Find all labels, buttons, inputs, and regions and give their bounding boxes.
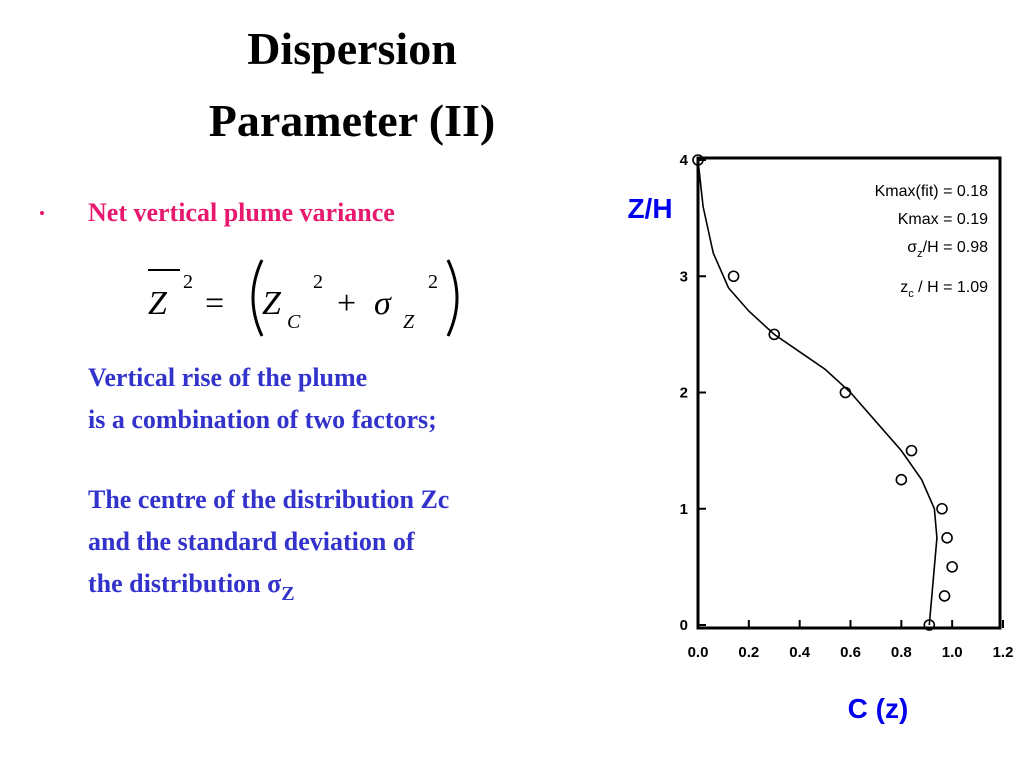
- y-tick-label: 3: [680, 268, 688, 285]
- fit-line: [697, 159, 938, 626]
- paragraph-sub: Z: [281, 583, 294, 605]
- eq-exp: 2: [428, 271, 438, 293]
- equation: Z 2 = Z C 2 + σ Z 2: [148, 259, 459, 337]
- annotation: σz/H = 0.98: [907, 239, 988, 260]
- data-point: [936, 502, 948, 515]
- paragraph-line: and the standard deviation of: [88, 527, 415, 556]
- bullet-text: Net vertical plume variance: [88, 198, 395, 227]
- data-point: [946, 561, 958, 573]
- y-tick-label: 1: [680, 501, 688, 518]
- y-axis-label: Z/H: [627, 193, 672, 224]
- y-tick-label: 0: [680, 617, 688, 634]
- eq-op: =: [205, 285, 224, 322]
- data-point: [839, 386, 852, 399]
- paragraph-text: the distribution σ: [88, 569, 281, 598]
- annotation-text: σ: [907, 239, 917, 256]
- eq-op: +: [337, 285, 356, 322]
- annotation-text: z: [900, 279, 908, 296]
- paren: [446, 259, 459, 337]
- eq-symbol: Z: [148, 285, 168, 322]
- data-point: [895, 473, 908, 486]
- x-tick-label: 0.6: [840, 644, 861, 661]
- annotation: zc / H = 1.09: [900, 279, 988, 300]
- eq-sub: Z: [403, 311, 415, 333]
- paren: [251, 259, 264, 337]
- data-point: [941, 532, 953, 544]
- x-tick-label: 1.2: [993, 644, 1014, 661]
- title-line: Dispersion: [247, 23, 457, 74]
- x-tick-label: 0.8: [891, 644, 912, 661]
- annotation: Kmax = 0.19: [898, 211, 988, 228]
- annotation-text: / H = 1.09: [914, 279, 988, 296]
- annotation: Kmax(fit) = 0.18: [875, 183, 988, 200]
- annotation-text: /H = 0.98: [923, 239, 988, 256]
- x-tick-label: 1.0: [942, 644, 963, 661]
- x-tick-label: 0.2: [738, 644, 759, 661]
- eq-exp: 2: [183, 271, 193, 293]
- data-point: [905, 444, 918, 457]
- eq-exp: 2: [313, 271, 323, 293]
- x-tick-label: 0.4: [789, 644, 811, 661]
- annotation-sub: c: [908, 288, 914, 300]
- paragraph-line: is a combination of two factors;: [88, 405, 437, 434]
- x-axis-label: C (z): [848, 693, 909, 724]
- data-point: [938, 590, 951, 602]
- paragraph-line: The centre of the distribution Zc: [88, 485, 449, 514]
- data-point: [768, 328, 781, 341]
- eq-symbol: Z: [262, 285, 282, 322]
- bullet-dot: [40, 211, 44, 215]
- paragraph-line: Vertical rise of the plume: [88, 363, 367, 392]
- y-tick-label: 2: [680, 385, 688, 402]
- eq-symbol: σ: [374, 285, 392, 322]
- eq-sub: C: [287, 311, 301, 333]
- y-tick-label: 4: [680, 152, 689, 169]
- annotation-sub: z: [917, 248, 923, 260]
- paragraph-line: the distribution σZ: [88, 569, 295, 605]
- annotation-text: Kmax(fit) = 0.18: [875, 183, 988, 200]
- title-line: Parameter (II): [209, 95, 496, 146]
- plot-frame: [696, 156, 1002, 630]
- chart: Z/H C (z) 0.0 0.2 0.4 0.6 0.8 1.0 1.2 0 1 2 3 4 Kmax…: [627, 152, 1013, 724]
- annotation-text: Kmax = 0.19: [898, 211, 988, 228]
- data-point: [727, 270, 740, 283]
- x-tick-label: 0.0: [688, 644, 709, 661]
